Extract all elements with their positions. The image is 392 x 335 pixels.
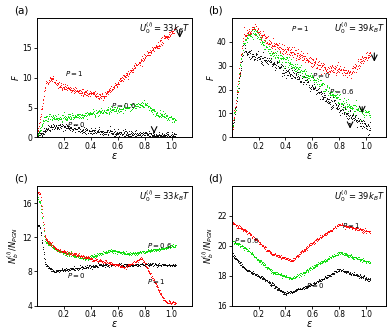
Text: $P=0$: $P=0$	[67, 120, 85, 129]
X-axis label: $\varepsilon$: $\varepsilon$	[305, 320, 312, 329]
Text: $U_0^{(l)}=33k_BT$: $U_0^{(l)}=33k_BT$	[139, 189, 190, 204]
Text: $P=0.6$: $P=0.6$	[111, 100, 136, 110]
Text: (a): (a)	[14, 5, 28, 15]
Text: $P=1$: $P=1$	[342, 221, 361, 230]
Text: $P=0$: $P=0$	[312, 71, 331, 80]
Y-axis label: $N_b^{(l)}/N_{PGN}$: $N_b^{(l)}/N_{PGN}$	[5, 227, 21, 264]
Text: (d): (d)	[209, 174, 223, 184]
Text: $P=0.6$: $P=0.6$	[328, 87, 354, 96]
Y-axis label: $F$: $F$	[205, 74, 216, 81]
Text: $P=1$: $P=1$	[147, 277, 166, 286]
Text: $U_0^{(l)}=39k_BT$: $U_0^{(l)}=39k_BT$	[334, 20, 385, 36]
Y-axis label: $N_b^{(l)}/N_{PGN}$: $N_b^{(l)}/N_{PGN}$	[200, 227, 216, 264]
Text: $U_0^{(l)}=39k_BT$: $U_0^{(l)}=39k_BT$	[334, 189, 385, 204]
Text: $P=0.6$: $P=0.6$	[147, 241, 173, 250]
X-axis label: $\varepsilon$: $\varepsilon$	[111, 320, 118, 329]
Text: $P=1$: $P=1$	[291, 24, 309, 33]
Text: $P=1$: $P=1$	[65, 69, 84, 78]
X-axis label: $\varepsilon$: $\varepsilon$	[305, 151, 312, 161]
Text: $U_0^{(l)}=33k_BT$: $U_0^{(l)}=33k_BT$	[139, 20, 190, 36]
Text: (c): (c)	[14, 174, 27, 184]
Text: $P=0.6$: $P=0.6$	[234, 236, 260, 245]
Text: (b): (b)	[209, 5, 223, 15]
X-axis label: $\varepsilon$: $\varepsilon$	[111, 151, 118, 161]
Text: $P=0$: $P=0$	[67, 271, 85, 280]
Y-axis label: $F$: $F$	[10, 74, 21, 81]
Text: $P=0$: $P=0$	[306, 281, 325, 290]
